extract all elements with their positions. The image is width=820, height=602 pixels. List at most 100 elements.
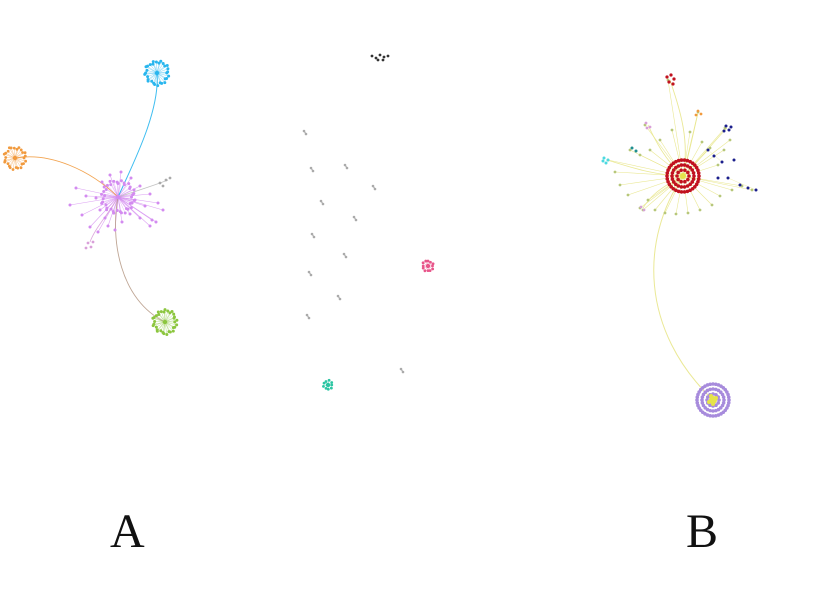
node	[696, 403, 700, 408]
edge	[117, 188, 130, 198]
node	[665, 75, 669, 79]
node	[161, 184, 165, 188]
node	[345, 166, 349, 170]
node	[646, 198, 650, 202]
node	[103, 216, 107, 220]
node	[374, 56, 378, 60]
node	[12, 155, 18, 161]
node	[686, 170, 690, 175]
node	[713, 382, 718, 387]
node	[726, 395, 731, 400]
node	[115, 194, 121, 200]
node	[159, 329, 163, 333]
node	[714, 408, 718, 413]
edge	[85, 195, 119, 198]
node	[330, 383, 334, 387]
node	[645, 126, 649, 130]
node	[94, 196, 98, 200]
node	[175, 318, 179, 322]
node	[152, 322, 156, 326]
node	[683, 179, 687, 184]
node	[370, 54, 374, 58]
edge	[117, 196, 151, 227]
node	[726, 392, 730, 397]
node	[89, 245, 93, 249]
node	[754, 188, 758, 192]
node	[713, 413, 718, 418]
node	[162, 319, 168, 325]
node	[381, 58, 385, 62]
node	[426, 259, 430, 263]
node	[7, 164, 11, 168]
edge	[109, 174, 119, 198]
node	[708, 146, 712, 150]
node	[338, 297, 342, 301]
node	[124, 207, 128, 211]
node	[714, 393, 718, 397]
node	[626, 193, 630, 197]
node	[143, 204, 147, 208]
node	[119, 179, 123, 183]
edge	[102, 196, 119, 203]
node	[670, 171, 675, 175]
node	[371, 184, 375, 188]
node	[691, 177, 696, 181]
node	[122, 183, 126, 187]
node	[19, 166, 23, 170]
node	[721, 395, 726, 399]
node	[676, 184, 681, 188]
edge	[682, 149, 725, 177]
edge	[75, 187, 119, 198]
node	[670, 128, 674, 132]
edge	[647, 124, 684, 177]
node	[171, 326, 175, 330]
edge	[117, 196, 132, 208]
node	[709, 394, 713, 398]
node	[116, 182, 120, 185]
node	[690, 180, 695, 184]
node	[750, 188, 754, 192]
node	[425, 263, 431, 269]
node	[716, 413, 721, 417]
node	[354, 218, 358, 222]
node	[152, 316, 156, 320]
node	[154, 325, 158, 329]
node	[163, 77, 167, 81]
node	[685, 164, 690, 168]
node	[23, 151, 27, 155]
node	[157, 61, 161, 65]
node	[322, 381, 326, 385]
node	[154, 314, 158, 318]
node	[694, 113, 698, 117]
node	[382, 55, 386, 59]
node	[738, 183, 742, 187]
node	[102, 190, 106, 194]
node	[154, 220, 158, 224]
node	[304, 132, 308, 136]
node	[423, 269, 427, 273]
node	[352, 215, 356, 219]
edge	[117, 196, 127, 209]
node	[305, 313, 309, 317]
node	[322, 384, 325, 388]
node	[119, 170, 123, 174]
node	[639, 205, 643, 209]
node	[682, 190, 687, 194]
node	[426, 269, 430, 273]
node	[167, 330, 171, 334]
node	[674, 212, 678, 216]
node	[173, 320, 177, 324]
edge	[682, 175, 733, 191]
node	[665, 174, 669, 178]
node	[679, 179, 683, 184]
node	[113, 228, 117, 232]
node	[158, 181, 162, 185]
node	[673, 182, 678, 187]
node	[672, 77, 676, 81]
node	[19, 148, 23, 152]
node	[336, 294, 340, 298]
node	[431, 267, 435, 271]
node	[687, 174, 691, 178]
node	[168, 176, 172, 180]
node	[324, 386, 328, 390]
